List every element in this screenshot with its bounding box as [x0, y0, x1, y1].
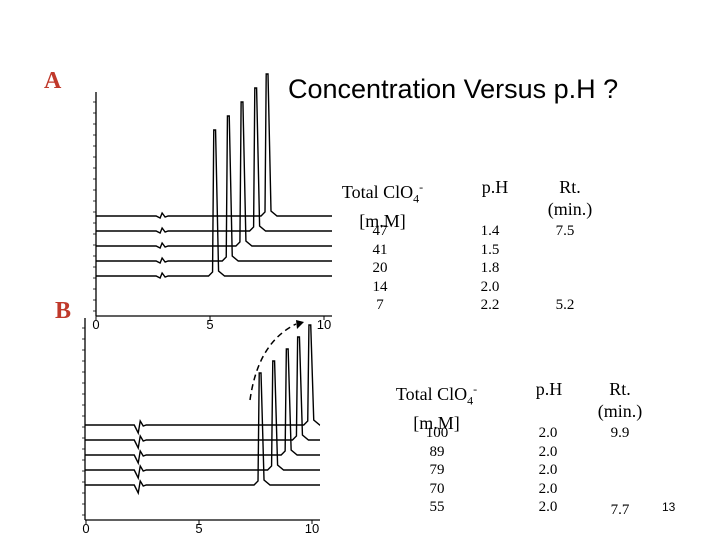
panel-b-conc-value: 70	[429, 480, 445, 497]
panel-a-conc-value: 7	[376, 297, 384, 313]
chromatogram-trace	[85, 360, 320, 481]
chromatogram-trace	[85, 372, 320, 496]
panel-b-rt-bottom: 7.7	[610, 502, 630, 518]
panel-a-label: A	[44, 68, 62, 94]
panel-a-rt-header: Rt. (min.)	[547, 177, 593, 219]
panel-a-ph-value: 1.4	[480, 223, 500, 239]
panel-a-conc-value: 14	[372, 278, 388, 295]
panel-b-ph-value: 2.0	[538, 462, 558, 478]
panel-a-rt-top: 7.5	[555, 223, 575, 239]
panel-b-label: B	[55, 298, 72, 324]
x-tick-label: 5	[195, 521, 202, 536]
panel-b-ph-value: 2.0	[538, 480, 558, 497]
shift-arrow-line	[249, 323, 297, 401]
chromatogram-trace	[85, 348, 320, 466]
panel-a-rt-bottom: 5.2	[555, 297, 575, 313]
panel-b-conc-value: 100	[425, 425, 449, 441]
panel-a-conc-value: 47	[372, 223, 388, 239]
panel-a-ph-value: 2.0	[480, 278, 500, 295]
chromatogram-b: 0 5 10	[82, 318, 321, 536]
x-tick-label: 10	[305, 521, 319, 536]
chromatogram-a: 0 5 10	[92, 73, 332, 332]
chromatogram-trace	[96, 115, 332, 264]
panel-a-ph-value: 2.2	[480, 297, 500, 313]
panel-a-conc-column: 47 41 20 14 7	[355, 222, 405, 315]
panel-b-ph-header: p.H	[535, 379, 563, 399]
panel-a-conc-value: 20	[372, 260, 388, 276]
panel-b-conc-value: 55	[429, 499, 445, 515]
panel-b-rt-top: 9.9	[610, 425, 630, 441]
x-tick-label: 0	[82, 521, 89, 536]
panel-b-rt-header: Rt. (min.)	[597, 379, 643, 421]
panel-a-conc-value: 41	[372, 241, 388, 258]
panel-b-conc-column: 100 89 79 70 55	[412, 424, 462, 517]
panel-a-ph-value: 1.5	[480, 241, 500, 258]
x-tick-label: 10	[317, 317, 331, 332]
slide-title: Concentration Versus p.H ?	[288, 74, 619, 104]
chromatogram-trace	[85, 336, 320, 451]
slide-number: 13	[662, 500, 676, 514]
chromatogram-trace	[96, 73, 332, 219]
panel-b-conc-value: 79	[429, 462, 445, 478]
chromatogram-trace	[96, 129, 332, 279]
panel-a-ph-header: p.H	[481, 177, 509, 197]
panel-a-conc-header: Total ClO4- [m.M]	[341, 180, 424, 231]
x-tick-label: 0	[92, 317, 99, 332]
panel-b-ph-column: 2.0 2.0 2.0 2.0 2.0	[528, 424, 568, 517]
panel-b-ph-value: 2.0	[538, 443, 558, 460]
chromatogram-trace	[85, 324, 321, 436]
panel-a-ph-value: 1.8	[480, 260, 500, 276]
panel-a-ph-column: 1.4 1.5 1.8 2.0 2.2	[470, 222, 510, 315]
panel-b-ph-value: 2.0	[538, 425, 558, 441]
panel-b-conc-header: Total ClO4- [m.M]	[395, 382, 478, 433]
shift-arrow-head	[296, 320, 304, 329]
panel-b-ph-value: 2.0	[538, 499, 558, 515]
chromatogram-trace	[96, 101, 332, 249]
chromatogram-trace	[96, 87, 332, 234]
x-tick-label: 5	[206, 317, 213, 332]
panel-b-conc-value: 89	[429, 443, 445, 460]
